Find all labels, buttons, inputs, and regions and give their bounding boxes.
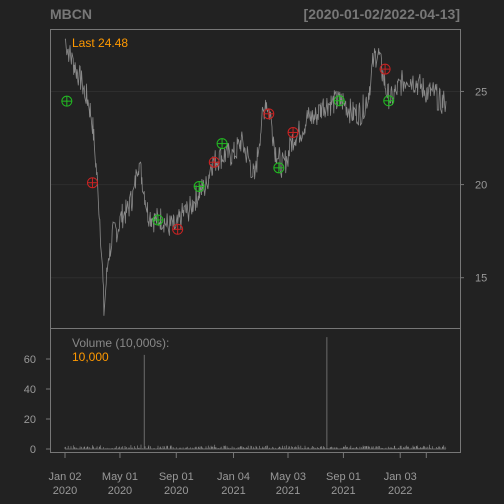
x-tick-year: 2020	[108, 485, 132, 497]
x-tick-label: May 03	[270, 471, 306, 483]
x-tick-year: 2021	[331, 485, 355, 497]
volume-bars	[64, 337, 447, 449]
volume-legend-title: Volume (10,000s):	[72, 336, 169, 350]
volume-series	[64, 337, 447, 450]
volume-tick-label: 20	[24, 414, 36, 426]
price-legend: Last 24.48	[72, 36, 128, 50]
price-tick-label: 25	[475, 86, 487, 98]
x-tick-year: 2020	[53, 485, 77, 497]
x-tick-year: 2021	[276, 485, 300, 497]
price-panel	[50, 29, 461, 329]
price-gridlines	[51, 90, 460, 279]
volume-tick-label: 0	[30, 444, 36, 456]
x-tick-label: Jan 02	[48, 471, 81, 483]
signal-markers	[61, 63, 395, 235]
price-tick-label: 15	[475, 273, 487, 285]
x-axis: Jan 02 2020 May 01 2020 Sep 01 2020 Jan 04 2021…	[48, 453, 427, 497]
ticker-title: MBCN	[50, 6, 92, 22]
x-tick-label: Jan 03	[384, 471, 417, 483]
volume-tick-label: 60	[24, 354, 36, 366]
x-tick-label: May 01	[102, 471, 138, 483]
volume-tick-label: 40	[24, 384, 36, 396]
volume-legend-value: 10,000	[72, 350, 109, 364]
x-tick-year: 2020	[164, 485, 188, 497]
price-series	[64, 38, 447, 316]
x-tick-year: 2022	[388, 485, 412, 497]
date-range: [2020-01-02/2022-04-13]	[304, 6, 460, 22]
x-tick-label: Sep 01	[159, 471, 194, 483]
price-line	[64, 38, 447, 316]
x-tick-label: Sep 01	[326, 471, 361, 483]
price-tick-label: 20	[475, 180, 487, 192]
price-axis: 15 20 25	[460, 86, 487, 285]
x-tick-year: 2021	[221, 485, 245, 497]
volume-axis: 0 20 40 60	[24, 354, 50, 456]
volume-panel	[50, 328, 461, 453]
x-tick-label: Jan 04	[217, 471, 250, 483]
